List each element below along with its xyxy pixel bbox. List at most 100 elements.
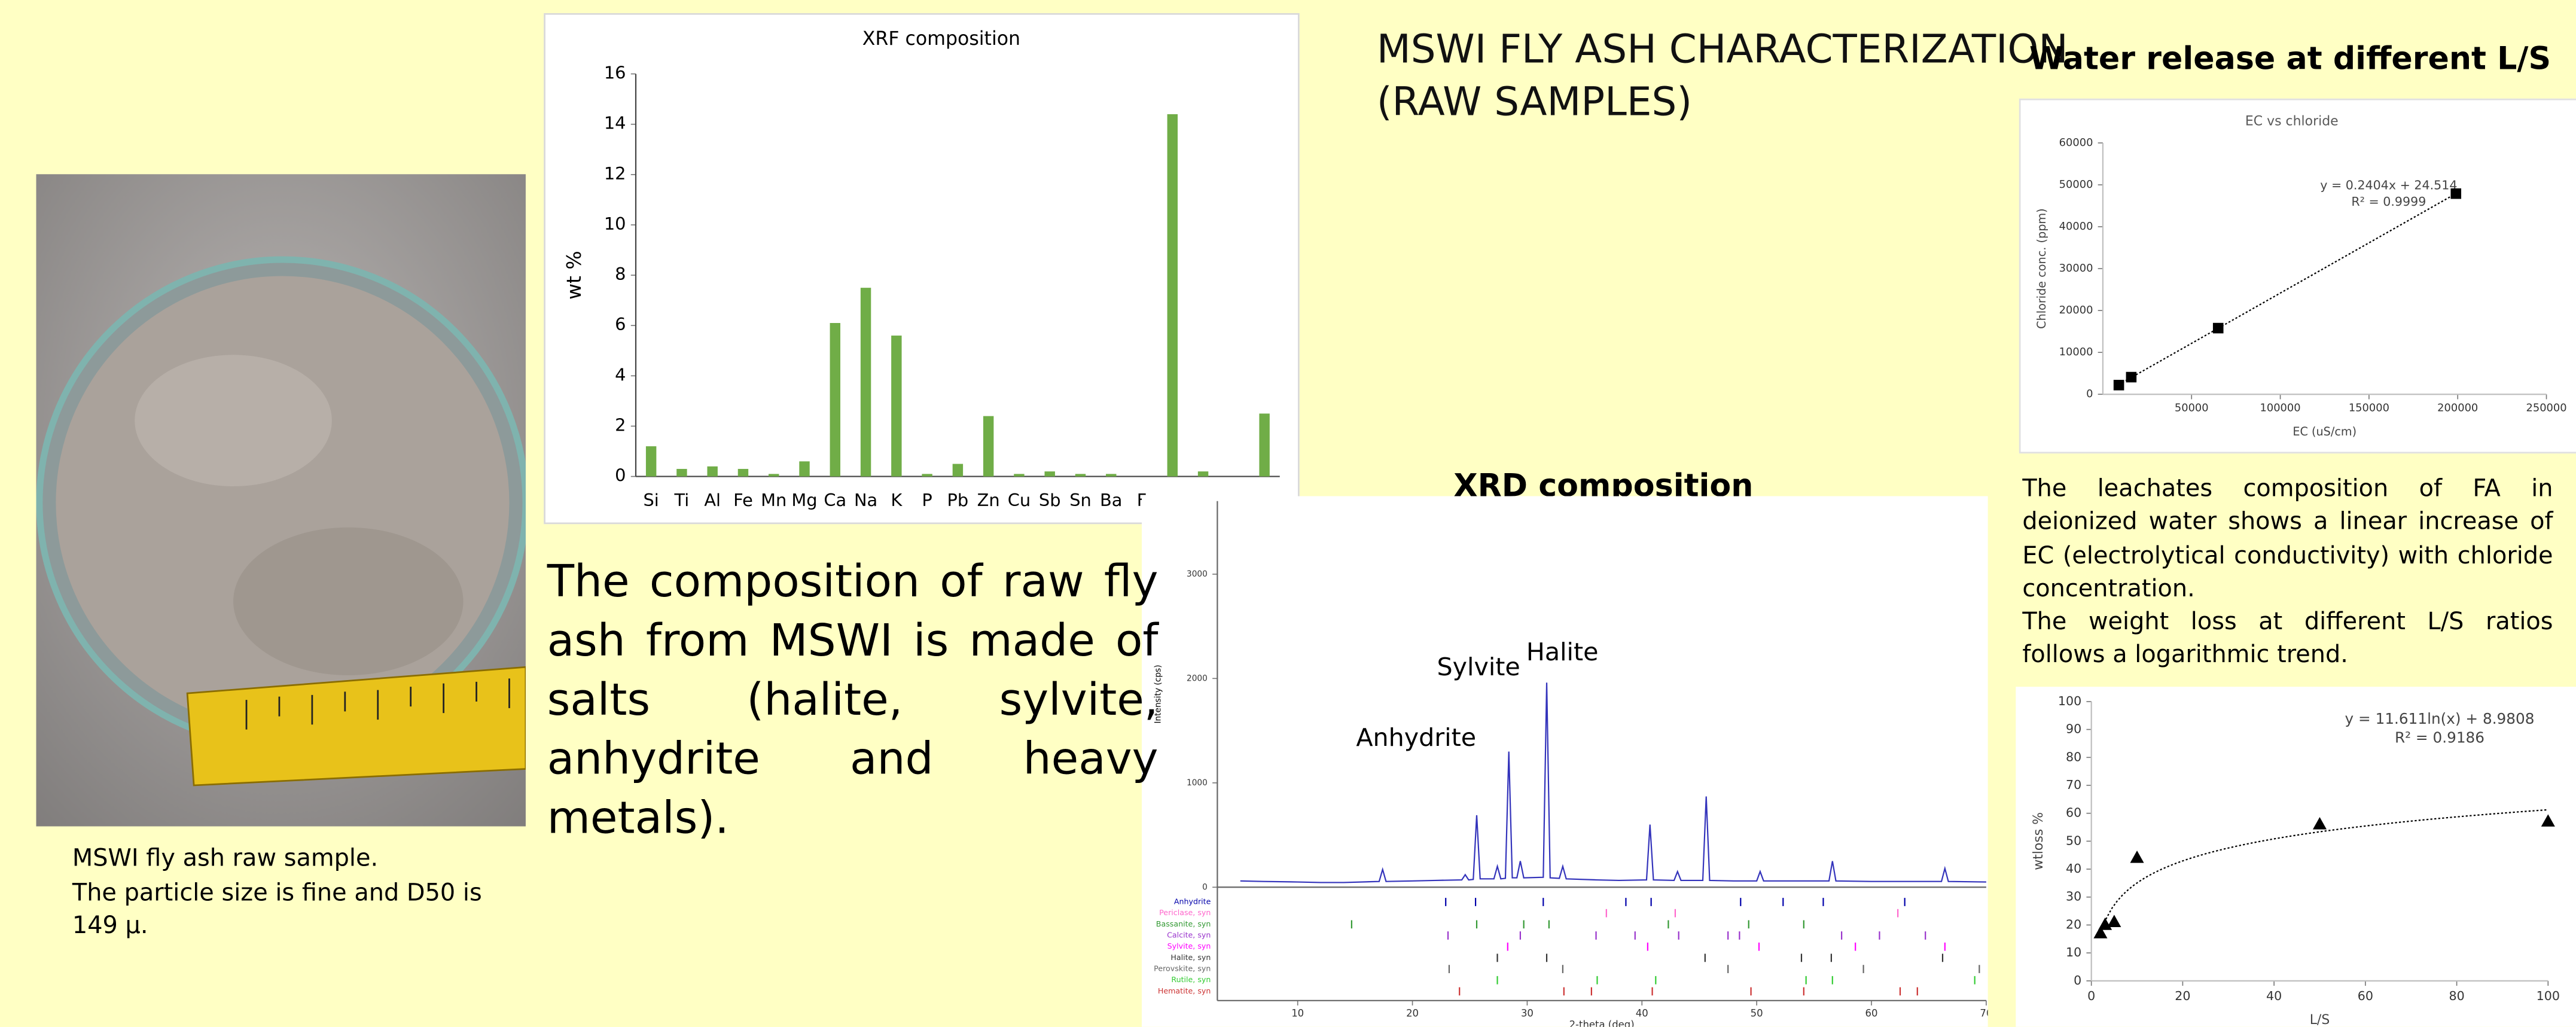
bar [707,466,718,477]
phase-name: Halite, syn [1170,953,1211,962]
caption-line: The particle size is fine and D50 is [72,879,482,906]
paragraph: The weight loss at different L/S ratios … [2022,610,2553,670]
xrd-chart: Intensity (cps) 0 1000 2000 3000 10 20 30 40 50 60… [1142,496,1988,1027]
trend-equation: R² = 0.9999 [2351,194,2426,209]
phase-name: Bassanite, syn [1156,919,1211,928]
xrd-pattern [1240,682,1986,883]
x-tick-label: Ba [1100,490,1122,510]
xrf-chart: XRF composition wt % 0 2 4 6 8 10 12 14 16 Si Ti Al Fe… [544,13,1300,525]
water-release-title: Water release at different L/S [2029,41,2551,78]
x-tick-label: 200000 [2437,402,2478,415]
point [2113,380,2124,391]
y-axis-label: Intensity (cps) [1154,665,1163,723]
y-tick-label: 40000 [2059,220,2093,233]
bar [799,461,810,477]
phase-name: Hematite, syn [1158,986,1211,995]
bar [922,474,932,477]
bar [737,468,749,477]
ash-photo [36,174,526,827]
y-tick-label: 4 [615,364,626,385]
x-tick-label: 150000 [2349,402,2389,415]
y-tick-label: 2000 [1187,674,1208,683]
bar [1106,474,1117,477]
x-tick-label: Cu [1008,490,1031,510]
bar [952,464,964,477]
trend-equation: R² = 0.9186 [2395,729,2484,746]
x-tick-label: 40 [2266,989,2282,1003]
x-tick-label: Mg [791,490,817,510]
bar [645,446,657,477]
title-line: MSWI FLY ASH CHARACTERIZATION [1376,26,2068,72]
x-tick-label: 250000 [2526,402,2566,415]
caption-line: MSWI fly ash raw sample. [72,846,379,873]
y-tick-label: 3000 [1187,569,1208,579]
y-axis-label: wt % [562,251,586,300]
chart-title: EC vs chloride [2245,114,2339,129]
y-tick-label: 50000 [2059,178,2093,191]
y-tick-label: 0 [615,465,626,486]
y-tick-label: 10000 [2059,346,2093,358]
bar [1044,471,1055,477]
x-tick-label: Ca [824,490,846,510]
y-tick-label: 20 [2066,917,2081,931]
main-text: The composition of raw fly ash from MSWI… [547,557,1159,845]
x-tick-label: Pb [947,490,969,510]
x-tick-label: 100000 [2260,402,2301,415]
y-tick-label: 16 [604,63,626,83]
x-tick-label: K [891,490,903,510]
y-tick-label: 2 [615,415,626,435]
x-tick-label: Al [704,490,721,510]
bar [769,474,779,477]
x-tick-label: 10 [1291,1007,1304,1019]
photo-caption: MSWI fly ash raw sample. The particle si… [72,843,482,944]
point [2126,371,2137,383]
x-tick-label: 0 [2087,989,2095,1003]
x-axis-label: 2-theta (deg) [1569,1019,1635,1027]
bar [1014,474,1025,477]
x-tick-label: 70 [1980,1007,1987,1019]
phase-name: Calcite, syn [1167,931,1211,940]
x-tick-label: 60 [1865,1007,1878,1019]
x-tick-label: Fe [733,490,753,510]
point [2212,322,2224,334]
y-tick-label: 12 [604,163,626,184]
y-tick-label: 30 [2066,889,2081,904]
x-tick-label: 20 [2175,989,2190,1003]
x-tick-label: 50 [1751,1007,1763,1019]
y-tick-label: 0 [2074,973,2081,988]
bar [983,416,994,477]
x-tick-label: 20 [1406,1007,1419,1019]
y-tick-label: 8 [615,264,626,284]
bar [676,468,687,477]
x-tick-label: Si [643,490,659,510]
bar [891,336,902,477]
paragraph: The leachates composition of FA in deion… [2022,476,2553,603]
phase-name: Sylvite, syn [1167,941,1211,950]
trendline [2099,809,2548,934]
bar [1259,413,1270,477]
phase-name: Rutile, syn [1171,975,1211,984]
x-tick-label: Ti [674,490,690,510]
x-tick-label: Zn [977,490,1000,510]
bar [830,323,841,477]
point [2541,814,2555,827]
point [2312,816,2327,830]
ash-texture [233,527,464,675]
x-tick-label: 50000 [2175,402,2209,415]
y-axis-label: wtloss % [2031,812,2046,870]
bar [1075,474,1086,477]
ec-chart: EC vs chloride Chloride conc. (ppm) EC (uS… [2019,98,2576,454]
y-tick-label: 6 [615,314,626,334]
y-tick-label: 70 [2066,778,2081,792]
x-tick-label: Na [854,490,877,510]
y-tick-label: 90 [2066,722,2081,736]
x-tick-label: Mn [761,490,786,510]
point [2130,851,2144,863]
y-tick-label: 14 [604,113,626,133]
chart-title: XRF composition [862,28,1020,50]
y-tick-label: 30000 [2059,262,2093,275]
caption-line: 149 µ. [72,913,148,940]
point [2450,188,2462,199]
